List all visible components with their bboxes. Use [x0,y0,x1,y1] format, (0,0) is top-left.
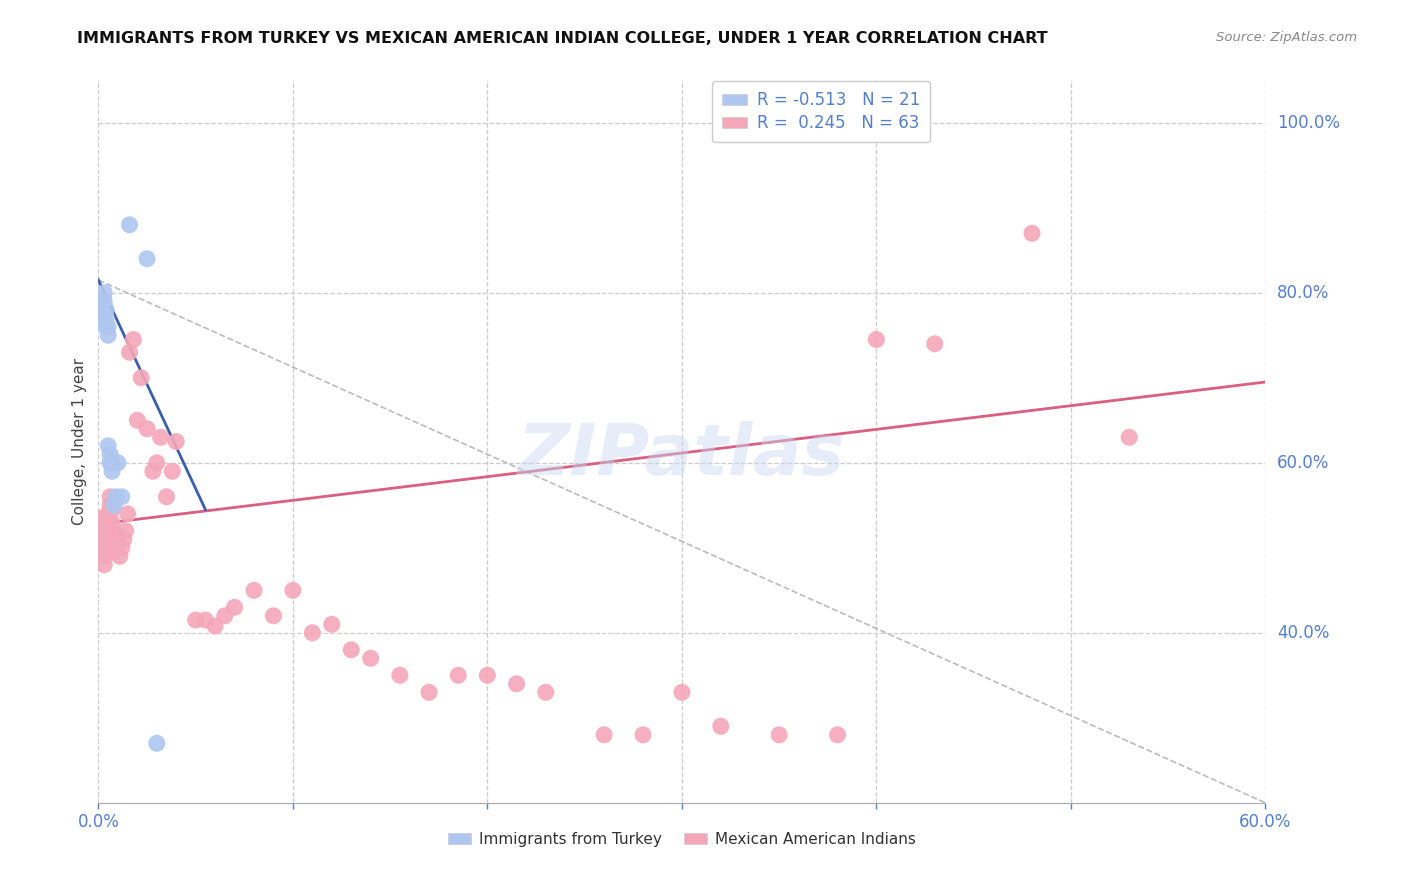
Point [97,328,120,343]
Point [101,502,124,516]
Point [146,736,169,750]
Point [710,719,733,733]
Point [768,728,790,742]
Point [104,533,127,547]
Point [93,549,115,564]
Text: 60.0%: 60.0% [1277,454,1330,472]
Point [101,464,124,478]
Point [321,617,343,632]
Point [262,608,284,623]
Point [671,685,693,699]
Point [1021,227,1043,241]
Point [97,319,120,334]
Point [142,464,165,478]
Point [96,302,118,317]
Y-axis label: College, Under 1 year: College, Under 1 year [72,358,87,525]
Point [593,728,616,742]
Point [89,524,111,538]
Point [89,294,111,309]
Point [98,456,121,470]
Point [194,613,217,627]
Point [97,439,120,453]
Point [111,541,134,555]
Point [447,668,470,682]
Point [111,490,134,504]
Point [114,524,136,538]
Point [97,507,120,521]
Point [165,434,187,449]
Point [93,558,115,572]
Point [631,728,654,742]
Point [477,668,499,682]
Text: 80.0%: 80.0% [1277,284,1330,301]
Point [91,533,114,547]
Point [418,685,440,699]
Point [136,252,159,266]
Point [101,516,124,530]
Point [149,430,172,444]
Point [96,311,118,326]
Text: ZIPatlas: ZIPatlas [519,422,845,491]
Point [360,651,382,665]
Point [505,677,527,691]
Point [827,728,849,742]
Point [91,311,114,326]
Point [103,541,125,555]
Point [129,371,152,385]
Point [301,625,323,640]
Point [146,456,169,470]
Point [107,456,129,470]
Point [243,583,266,598]
Point [101,456,124,470]
Point [924,336,946,351]
Point [214,608,236,623]
Point [117,507,139,521]
Point [98,490,121,504]
Text: Source: ZipAtlas.com: Source: ZipAtlas.com [1216,31,1357,45]
Point [184,613,207,627]
Point [534,685,557,699]
Point [865,333,887,347]
Point [388,668,411,682]
Point [93,285,115,300]
Point [96,524,118,538]
Point [122,333,145,347]
Point [98,498,121,512]
Point [127,413,149,427]
Point [118,345,141,359]
Point [107,528,129,542]
Point [93,545,115,559]
Point [340,642,363,657]
Point [155,490,177,504]
Point [97,516,120,530]
Point [224,600,246,615]
Point [136,422,159,436]
Text: 40.0%: 40.0% [1277,624,1330,642]
Point [96,319,118,334]
Point [104,490,127,504]
Point [89,511,111,525]
Point [93,294,115,309]
Point [96,536,118,550]
Text: 100.0%: 100.0% [1277,114,1340,132]
Point [118,218,141,232]
Point [281,583,304,598]
Point [1118,430,1140,444]
Point [204,619,226,633]
Text: IMMIGRANTS FROM TURKEY VS MEXICAN AMERICAN INDIAN COLLEGE, UNDER 1 YEAR CORRELAT: IMMIGRANTS FROM TURKEY VS MEXICAN AMERIC… [77,31,1047,46]
Point [103,498,125,512]
Point [98,447,121,461]
Point [112,533,135,547]
Point [162,464,184,478]
Legend: Immigrants from Turkey, Mexican American Indians: Immigrants from Turkey, Mexican American… [441,826,922,853]
Point [108,549,131,564]
Point [103,545,125,559]
Point [91,541,114,555]
